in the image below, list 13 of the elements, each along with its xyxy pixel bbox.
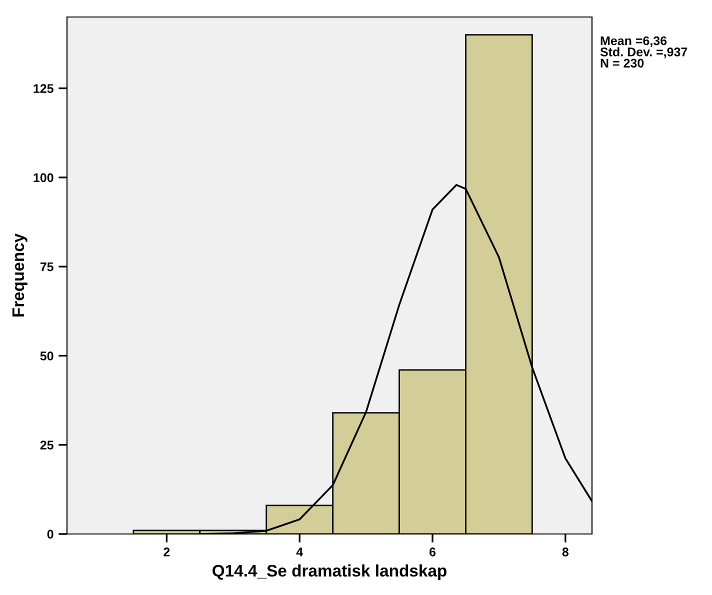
x-axis-title: Q14.4_Se dramatisk landskap bbox=[212, 564, 446, 580]
y-tick-label: 25 bbox=[40, 440, 54, 450]
x-tick-label: 4 bbox=[296, 548, 304, 556]
y-tick-label: 75 bbox=[40, 262, 54, 272]
x-tick-label: 8 bbox=[562, 548, 569, 556]
x-tick-label: 2 bbox=[164, 548, 170, 556]
y-tick-label: 125 bbox=[34, 84, 54, 93]
x-tick-label: 6 bbox=[429, 548, 436, 556]
y-tick-label: 0 bbox=[47, 530, 54, 539]
y-axis-title: Frequency bbox=[12, 233, 28, 317]
y-tick-label: 50 bbox=[40, 352, 54, 360]
y-tick-label: 100 bbox=[34, 173, 54, 182]
text: Mean =6,36 Std. Dev. =,937 N = 230 bbox=[600, 36, 688, 68]
